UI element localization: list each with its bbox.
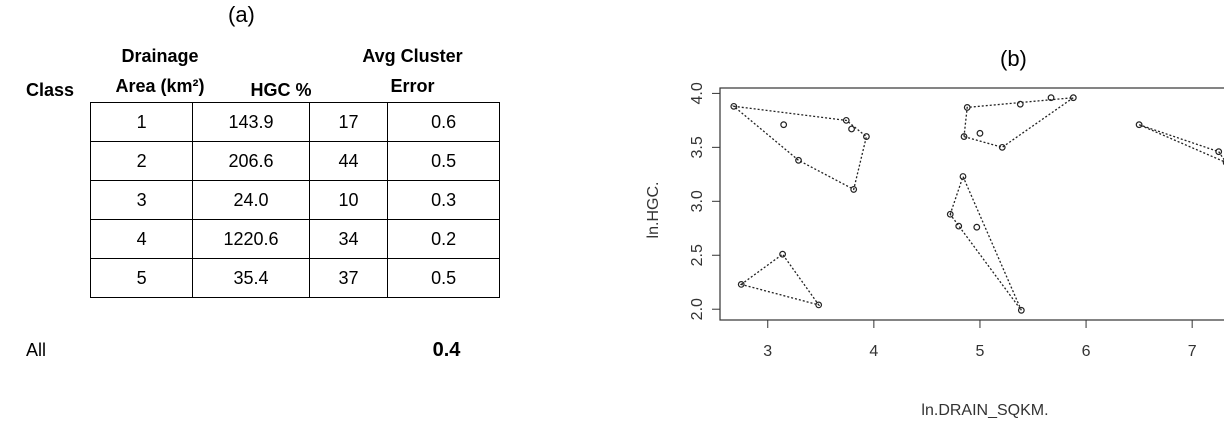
- data-point: [959, 173, 967, 180]
- data-point: [850, 186, 858, 193]
- header-drainage-line2: Area (km²): [115, 76, 205, 96]
- cell-hgc: 17: [308, 102, 389, 142]
- data-point: [963, 104, 971, 111]
- header-avg-error-line2: Error: [390, 76, 435, 96]
- data-point: [960, 133, 968, 140]
- cell-class: 4: [89, 219, 194, 259]
- all-row-label: All: [26, 340, 47, 360]
- data-point: [976, 129, 984, 137]
- cell-area: 206.6: [192, 141, 310, 181]
- data-point: [780, 121, 788, 129]
- cell-class: 5: [89, 258, 194, 298]
- table-row: 4 1220.6 34 0.2: [89, 219, 500, 259]
- data-point: [1215, 148, 1223, 156]
- scatter-plot-panel: (b) 3 4 5 6 7 2.0 2.5 3.0 3.5 4.0 ln.DRAIN_SQKM. …: [620, 0, 1224, 422]
- cell-area: 1220.6: [192, 219, 310, 259]
- cluster-hull: [1138, 124, 1224, 163]
- y-tick-label: 3.0: [689, 190, 706, 212]
- y-tick-label: 2.5: [689, 244, 706, 266]
- data-point: [779, 250, 787, 258]
- cell-error: 0.6: [387, 102, 500, 142]
- cell-area: 35.4: [192, 258, 310, 298]
- x-tick-label: 6: [1082, 343, 1091, 360]
- header-class: Class: [26, 80, 75, 100]
- cell-error: 0.2: [387, 219, 500, 259]
- data-point: [842, 116, 850, 124]
- x-tick-label: 7: [1188, 343, 1197, 360]
- cell-hgc: 34: [308, 219, 389, 259]
- data-point: [795, 156, 802, 164]
- cluster-hull: [731, 105, 868, 191]
- data-point: [815, 301, 823, 309]
- cluster-table: 1 143.9 17 0.6 2 206.6 44 0.5 3 24.0 10 …: [89, 102, 500, 298]
- cell-hgc: 10: [308, 180, 389, 220]
- header-avg-error-line1: Avg Cluster: [362, 46, 463, 66]
- cluster-hull: [949, 174, 1022, 311]
- data-point: [848, 125, 855, 133]
- plot-frame: [719, 87, 1224, 321]
- header-drainage-line1: Drainage: [121, 46, 199, 66]
- table-row: 1 143.9 17 0.6: [89, 102, 500, 142]
- cell-area: 24.0: [192, 180, 310, 220]
- panel-a-label: (a): [228, 2, 255, 27]
- header-hgc: HGC %: [250, 80, 312, 100]
- table-row: 2 206.6 44 0.5: [89, 141, 500, 181]
- y-tick-label: 4.0: [689, 82, 706, 104]
- cell-class: 3: [89, 180, 194, 220]
- table-row: 3 24.0 10 0.3: [89, 180, 500, 220]
- x-tick-label: 3: [763, 343, 772, 360]
- chart-title: (b): [1000, 46, 1027, 71]
- y-axis-label: ln.HGC.: [645, 182, 662, 239]
- cell-error: 0.3: [387, 180, 500, 220]
- data-point: [730, 102, 738, 110]
- x-tick-label: 4: [869, 343, 878, 360]
- all-row-value: 0.4: [432, 339, 461, 361]
- data-point: [998, 143, 1006, 151]
- data-point: [1047, 94, 1055, 102]
- cell-error: 0.5: [387, 258, 500, 298]
- data-point: [946, 210, 954, 218]
- y-tick-label: 2.0: [689, 298, 706, 320]
- cluster-hull: [963, 96, 1076, 149]
- summary-table-panel: (a) Class Drainage Area (km²) HGC % Avg …: [0, 0, 500, 422]
- cluster-hull: [739, 253, 821, 306]
- cell-hgc: 37: [308, 258, 389, 298]
- data-point: [1135, 121, 1143, 129]
- cell-class: 1: [89, 102, 194, 142]
- x-axis-label: ln.DRAIN_SQKM.: [921, 402, 1048, 419]
- data-point: [955, 222, 963, 230]
- data-point: [1069, 94, 1077, 102]
- data-point: [1017, 306, 1025, 314]
- x-tick-label: 5: [976, 343, 985, 360]
- cell-error: 0.5: [387, 141, 500, 181]
- table-row: 5 35.4 37 0.5: [89, 258, 500, 298]
- cell-hgc: 44: [308, 141, 389, 181]
- cell-class: 2: [89, 141, 194, 181]
- data-point: [973, 223, 981, 231]
- y-tick-label: 3.5: [689, 136, 706, 158]
- scatter-plot: 3 4 5 6 7 2.0 2.5 3.0 3.5 4.0 ln.DRAIN_SQKM. ln.H…: [645, 82, 1224, 419]
- data-point: [863, 133, 870, 140]
- data-point: [1222, 159, 1224, 166]
- data-point: [1016, 100, 1024, 108]
- cell-area: 143.9: [192, 102, 310, 142]
- data-point: [737, 280, 745, 288]
